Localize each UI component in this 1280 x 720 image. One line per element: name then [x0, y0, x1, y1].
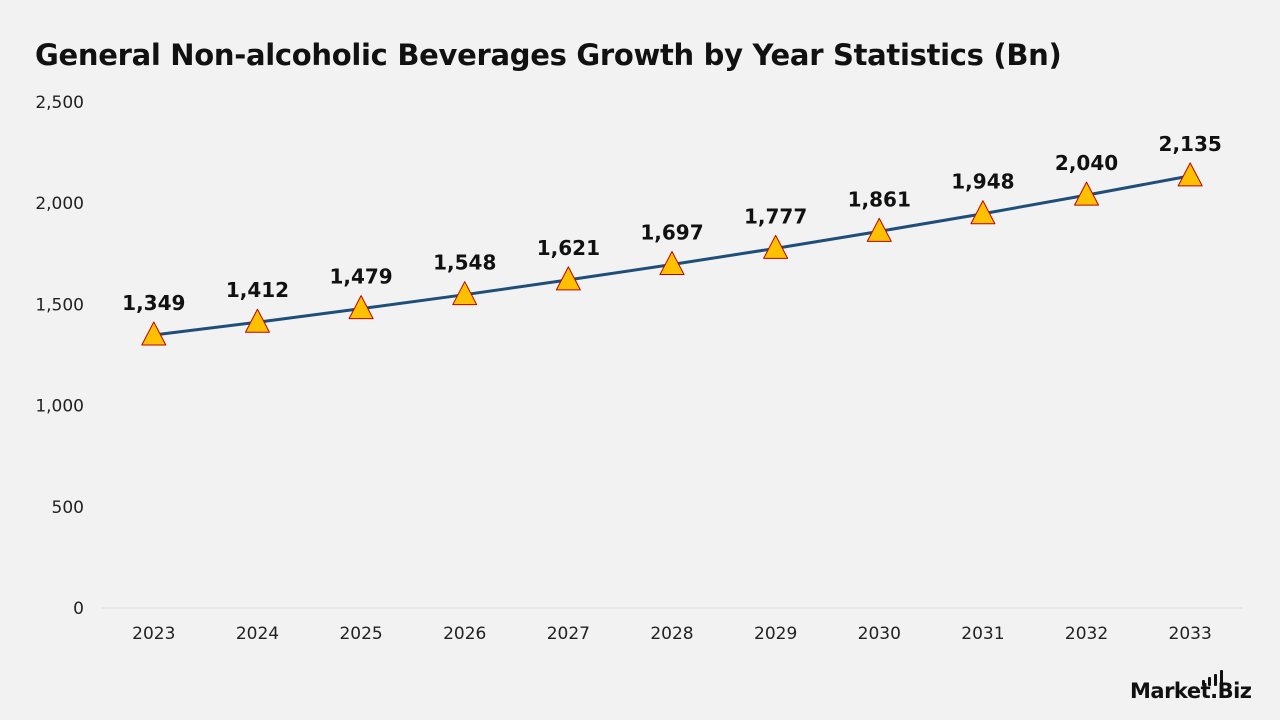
data-point-marker [970, 200, 996, 225]
data-point-marker [866, 217, 892, 242]
data-point-marker [659, 251, 685, 276]
data-label: 1,412 [226, 278, 289, 302]
y-tick-label: 1,000 [35, 397, 84, 417]
x-tick-label: 2030 [858, 624, 901, 644]
x-tick-label: 2033 [1169, 624, 1212, 644]
data-label: 2,135 [1159, 132, 1222, 156]
data-labels-group: 1,349 1,412 1,479 1,548 1,621 1,697 1,777 1,861… [122, 132, 1222, 315]
markers-group [141, 162, 1203, 346]
data-label: 1,777 [744, 204, 807, 228]
x-tick-label: 2024 [236, 624, 279, 644]
y-tick-label: 1,500 [35, 295, 84, 315]
y-tick-label: 2,500 [35, 93, 84, 113]
data-label: 1,479 [329, 265, 392, 289]
brand-text: Market.Biz [1130, 679, 1252, 703]
y-tick-label: 500 [52, 498, 84, 518]
x-tick-label: 2025 [339, 624, 382, 644]
data-point-marker [763, 234, 789, 259]
data-point-marker [1074, 181, 1100, 206]
data-point-marker [1177, 162, 1203, 187]
data-label: 1,861 [848, 187, 911, 211]
data-label: 1,349 [122, 291, 185, 315]
data-label: 1,548 [433, 251, 496, 275]
x-axis: 2023 2024 2025 2026 2027 2028 2029 2030 2031 2032… [132, 624, 1212, 644]
x-tick-label: 2029 [754, 624, 797, 644]
data-point-marker [452, 281, 478, 306]
data-point-marker [555, 266, 581, 291]
x-tick-label: 2027 [547, 624, 590, 644]
x-tick-label: 2031 [961, 624, 1004, 644]
x-tick-label: 2028 [650, 624, 693, 644]
data-point-marker [348, 295, 374, 320]
brand-logo: Market.Biz [1130, 670, 1270, 710]
data-label: 1,621 [537, 236, 600, 260]
x-tick-label: 2023 [132, 624, 175, 644]
data-label: 2,040 [1055, 151, 1118, 175]
data-point-marker [141, 321, 167, 346]
chart-title: General Non-alcoholic Beverages Growth b… [35, 38, 1062, 72]
y-tick-label: 2,000 [35, 194, 84, 214]
x-tick-label: 2032 [1065, 624, 1108, 644]
data-label: 1,948 [951, 170, 1014, 194]
y-axis: 0 500 1,000 1,500 2,000 2,500 [35, 93, 84, 619]
y-tick-label: 0 [73, 599, 84, 619]
data-label: 1,697 [640, 221, 703, 245]
data-point-marker [244, 308, 270, 333]
bar-chart-icon [1202, 670, 1232, 686]
x-tick-label: 2026 [443, 624, 486, 644]
